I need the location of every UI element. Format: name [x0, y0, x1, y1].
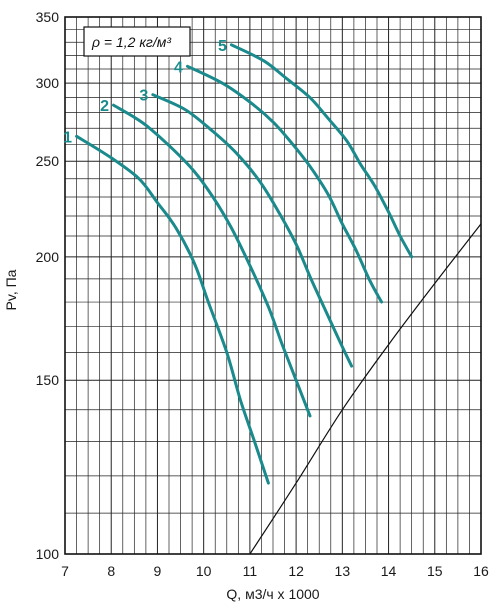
x-tick-label: 16: [473, 563, 489, 579]
curve-2: [112, 103, 312, 418]
curve-label-2: 2: [100, 98, 109, 115]
x-tick-label: 12: [288, 563, 304, 579]
y-tick-label: 250: [36, 153, 60, 169]
curve-label-5: 5: [218, 38, 227, 55]
curve-labels: 1 2 3 4 5: [63, 38, 227, 146]
y-axis-label: Pv, Па: [3, 269, 19, 310]
y-tick-label: 300: [36, 75, 60, 91]
x-tick-label: 10: [196, 563, 212, 579]
curve-3: [151, 93, 354, 368]
series-layer: [75, 43, 482, 555]
curve-4: [186, 64, 384, 304]
plot-frame: [64, 16, 482, 555]
density-note: ρ = 1,2 кг/м³: [83, 26, 191, 57]
x-tick-label: 13: [335, 563, 351, 579]
curve-label-4: 4: [174, 59, 183, 76]
x-tick-label: 9: [154, 563, 162, 579]
y-tick-labels: 100 150 200 250 300 350: [36, 9, 60, 562]
density-note-text: ρ = 1,2 кг/м³: [91, 34, 171, 50]
y-tick-label: 100: [36, 546, 60, 562]
curve-label-1: 1: [63, 129, 72, 146]
y-tick-label: 150: [36, 372, 60, 388]
x-tick-label: 14: [381, 563, 397, 579]
curve-5: [229, 43, 414, 259]
x-tick-label: 11: [243, 563, 258, 579]
x-tick-labels: 7 8 9 10 11 12 13 14 15 16: [61, 563, 489, 579]
operating-limit-line: [249, 223, 482, 555]
y-tick-label: 200: [36, 249, 60, 265]
curve-label-3: 3: [139, 88, 148, 105]
grid-minor: [65, 17, 481, 554]
x-tick-label: 8: [107, 563, 115, 579]
curve-1: [75, 134, 270, 485]
y-tick-label: 350: [36, 9, 60, 25]
density-note-box: [83, 26, 191, 57]
x-tick-label: 7: [61, 563, 69, 579]
x-axis-label: Q, м3/ч х 1000: [226, 586, 319, 602]
x-tick-label: 15: [427, 563, 443, 579]
